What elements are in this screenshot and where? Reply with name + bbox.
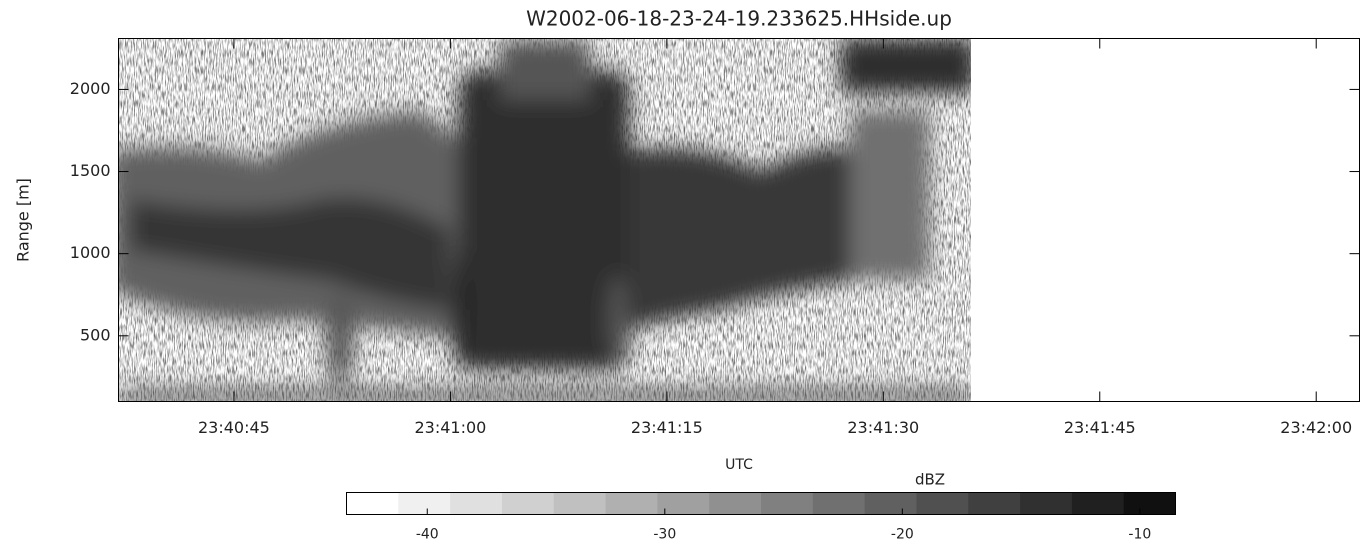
colorbar-swatch [605,492,658,515]
colorbar-tick-label: -40 [416,527,439,543]
colorbar-swatch [968,492,1021,515]
colorbar-frame [346,492,1176,515]
echo [452,250,468,370]
colorbar-tick-label: -30 [653,527,676,543]
colorbar-swatch [1071,492,1125,515]
x-tick-label: 23:41:15 [631,418,703,437]
colorbar-label: dBZ [915,471,945,489]
x-axis-label: UTC [725,457,753,473]
colorbar-swatch [346,492,399,515]
colorbar-swatch [450,492,503,515]
x-tick-label: 23:41:00 [414,418,486,437]
x-tick-label: 23:40:45 [198,418,270,437]
y-tick-label: 1000 [70,243,111,262]
echo [840,38,971,93]
colorbar-tick-label: -10 [1128,527,1151,543]
y-tick-label: 1500 [70,161,111,180]
echo [608,275,628,365]
colorbar-swatch [761,492,814,515]
echo-region [119,38,971,401]
y-tick-label: 2000 [70,79,111,98]
radar-image [119,38,971,401]
colorbar-swatch [864,492,917,515]
colorbar-swatch [1020,492,1073,515]
chart-title: W2002-06-18-23-24-19.233625.HHside.up [526,7,952,31]
echo [130,198,450,310]
echo [850,110,930,280]
y-axis-label: Range [m] [14,178,33,262]
x-tick-label: 23:41:30 [847,418,919,437]
colorbar-swatch [553,492,607,515]
x-tick-label: 23:42:00 [1280,418,1352,437]
colorbar-swatch [709,492,762,515]
echo [630,147,860,330]
echo [500,40,590,100]
x-tick-label: 23:41:45 [1064,418,1136,437]
colorbar-swatch [398,492,451,515]
colorbar-swatch [501,492,555,515]
colorbar-swatch [657,492,710,515]
echo [326,295,354,385]
y-tick-label: 500 [80,325,111,344]
colorbar-swatch [916,492,969,515]
echo [119,390,971,401]
colorbar-tick-label: -20 [891,527,914,543]
colorbar-swatch [812,492,866,515]
echo [458,70,630,370]
plot-frame [118,38,1360,402]
colorbar-swatch [1123,492,1176,515]
